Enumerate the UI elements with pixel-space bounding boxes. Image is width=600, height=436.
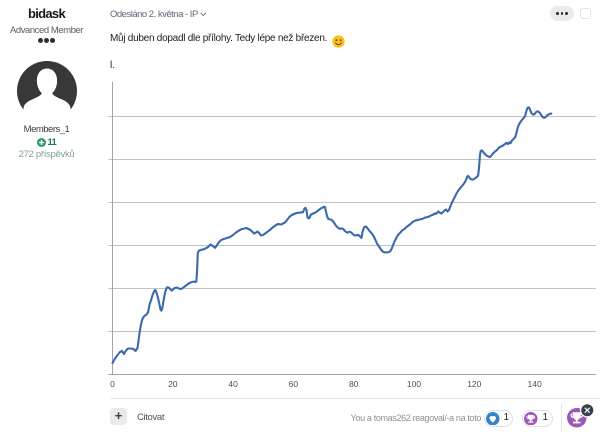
svg-text:120: 120 bbox=[467, 379, 481, 389]
svg-text:20: 20 bbox=[168, 379, 178, 389]
svg-text:60: 60 bbox=[289, 379, 299, 389]
svg-text:140: 140 bbox=[528, 379, 542, 389]
svg-text:80: 80 bbox=[349, 379, 359, 389]
svg-text:100: 100 bbox=[407, 379, 421, 389]
svg-text:40: 40 bbox=[228, 379, 238, 389]
svg-text:0: 0 bbox=[110, 379, 115, 389]
